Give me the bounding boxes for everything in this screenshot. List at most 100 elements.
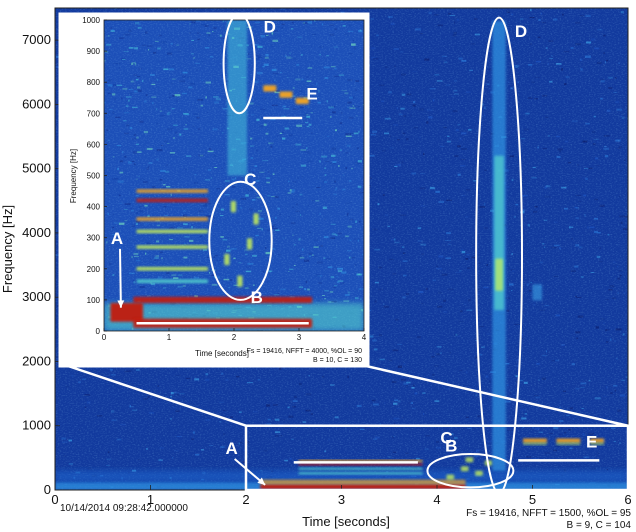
annotation-label-a: A — [111, 229, 123, 248]
inset-signal-d-column — [227, 20, 247, 176]
x-tick-label: 2 — [232, 333, 237, 342]
main-params-line1: Fs = 19416, NFFT = 1500, %OL = 95 — [466, 508, 631, 519]
zoom-region-box — [244, 424, 630, 492]
x-tick-label: 3 — [297, 333, 302, 342]
signal-d-hotspot — [495, 258, 503, 291]
main-y-axis-label: Frequency [Hz] — [0, 205, 15, 293]
x-tick-label: 0 — [102, 333, 107, 342]
inset-signal-c-speckle — [237, 275, 243, 287]
y-tick-label: 500 — [87, 172, 101, 181]
signal-c-speckle — [475, 470, 483, 476]
y-tick-label: 300 — [87, 234, 101, 243]
x-tick-label: 0 — [51, 492, 58, 507]
inset-signal-e-segment — [263, 85, 277, 92]
signal-c-speckle — [460, 466, 469, 472]
y-tick-label: 7000 — [22, 32, 51, 47]
annotation-ellipse-d — [222, 12, 256, 115]
signal-e-segment — [589, 438, 605, 443]
annotation-label-e: E — [586, 433, 597, 452]
x-tick-label: 6 — [624, 492, 631, 507]
inset-signal-b-100 — [133, 296, 313, 303]
x-tick-label: 4 — [433, 492, 440, 507]
y-tick-label: 0 — [44, 482, 51, 497]
x-tick-label: 3 — [338, 492, 345, 507]
y-tick-label: 400 — [87, 203, 101, 212]
x-tick-label: 1 — [147, 492, 154, 507]
inset-harmonic — [136, 198, 208, 203]
y-tick-label: 2000 — [22, 353, 51, 368]
inset-x-axis-label: Time [seconds] — [195, 349, 249, 358]
inset-params-line2: B = 10, C = 130 — [313, 357, 362, 364]
y-tick-label: 1000 — [22, 418, 51, 433]
signal-e-segment — [523, 438, 547, 443]
y-tick-label: 600 — [87, 140, 101, 149]
y-tick-label: 200 — [87, 265, 101, 274]
inset-signal-e-segment — [295, 97, 309, 104]
inset-signal-c-speckle — [224, 253, 230, 266]
annotation-label-d: D — [515, 22, 527, 41]
annotation-label-d: D — [264, 17, 276, 36]
signal-d-side — [532, 284, 542, 301]
inset-annotations: A B C D E — [111, 12, 318, 325]
signal-e-halo — [523, 442, 547, 445]
signal-a-halo — [260, 479, 466, 485]
signal-e-halo — [556, 442, 581, 445]
annotation-label-c: C — [244, 170, 256, 189]
annotation-arrowhead-a — [117, 300, 125, 308]
annotation-arrow-a — [119, 248, 122, 308]
annotation-arrowhead-a — [257, 477, 266, 485]
inset-harmonic — [136, 229, 208, 234]
y-tick-label: 1000 — [82, 16, 100, 25]
inset-signal-c-speckle — [247, 238, 253, 250]
y-tick-label: 6000 — [22, 96, 51, 111]
signal-a-band — [260, 484, 466, 490]
y-tick-label: 700 — [87, 109, 101, 118]
inset-signal-c-speckle — [253, 213, 259, 225]
inset-harmonic — [136, 279, 208, 284]
main-x-axis-label: Time [seconds] — [302, 514, 390, 529]
x-tick-label: 2 — [242, 492, 249, 507]
y-tick-label: 4000 — [22, 225, 51, 240]
annotation-label-e: E — [306, 84, 317, 103]
main-params-line2: B = 9, C = 104 — [567, 520, 632, 531]
inset-y-axis-label: Frequency [Hz] — [69, 149, 78, 203]
inset-axes: 0 1 2 3 4 0 100 200 300 400 500 600 700 800 900 1000 — [82, 16, 367, 342]
annotation-label-b: B — [251, 288, 263, 307]
inset-harmonic — [136, 266, 208, 271]
y-tick-label: 5000 — [22, 161, 51, 176]
signal-e-halo — [589, 442, 605, 445]
zoom-connector-lines — [67, 364, 629, 427]
y-tick-label: 100 — [87, 296, 101, 305]
annotation-ellipse-d — [475, 16, 523, 495]
annotation-label-a: A — [226, 439, 238, 458]
signal-c-speckle — [446, 474, 455, 480]
annotation-ellipse-c — [208, 180, 273, 301]
y-tick-label: 0 — [96, 327, 101, 336]
signal-b-harmonic — [298, 467, 423, 470]
annotation-ellipse-c — [426, 453, 515, 489]
annotation-label-c: C — [440, 429, 452, 448]
y-tick-label: 800 — [87, 78, 101, 87]
signal-c-speckle — [465, 457, 474, 463]
zoom-connector-right — [365, 364, 629, 427]
y-tick-label: 900 — [87, 47, 101, 56]
inset-harmonic — [136, 189, 208, 193]
x-tick-label: 1 — [167, 333, 172, 342]
x-tick-label: 5 — [529, 492, 536, 507]
x-tick-label: 4 — [362, 333, 367, 342]
inset-params-line1: Fs = 19416, NFFT = 4000, %OL = 90 — [247, 348, 362, 355]
signal-b-harmonic — [298, 472, 423, 475]
zoom-connector-left — [67, 364, 247, 427]
inset-harmonic — [136, 245, 208, 249]
y-tick-label: 3000 — [22, 289, 51, 304]
signal-e-segment — [556, 438, 581, 443]
main-timestamp: 10/14/2014 09:28:42.000000 — [60, 503, 188, 514]
inset-harmonic — [136, 217, 208, 221]
low-frequency-haze — [55, 470, 628, 483]
inset-panel: 0 1 2 3 4 0 100 200 300 400 500 600 700 800 900 1000 A B… — [58, 12, 370, 368]
inset-signal-c-speckle — [230, 201, 236, 213]
noise-speckle — [627, 172, 628, 173]
inset-signal-a — [110, 303, 143, 322]
